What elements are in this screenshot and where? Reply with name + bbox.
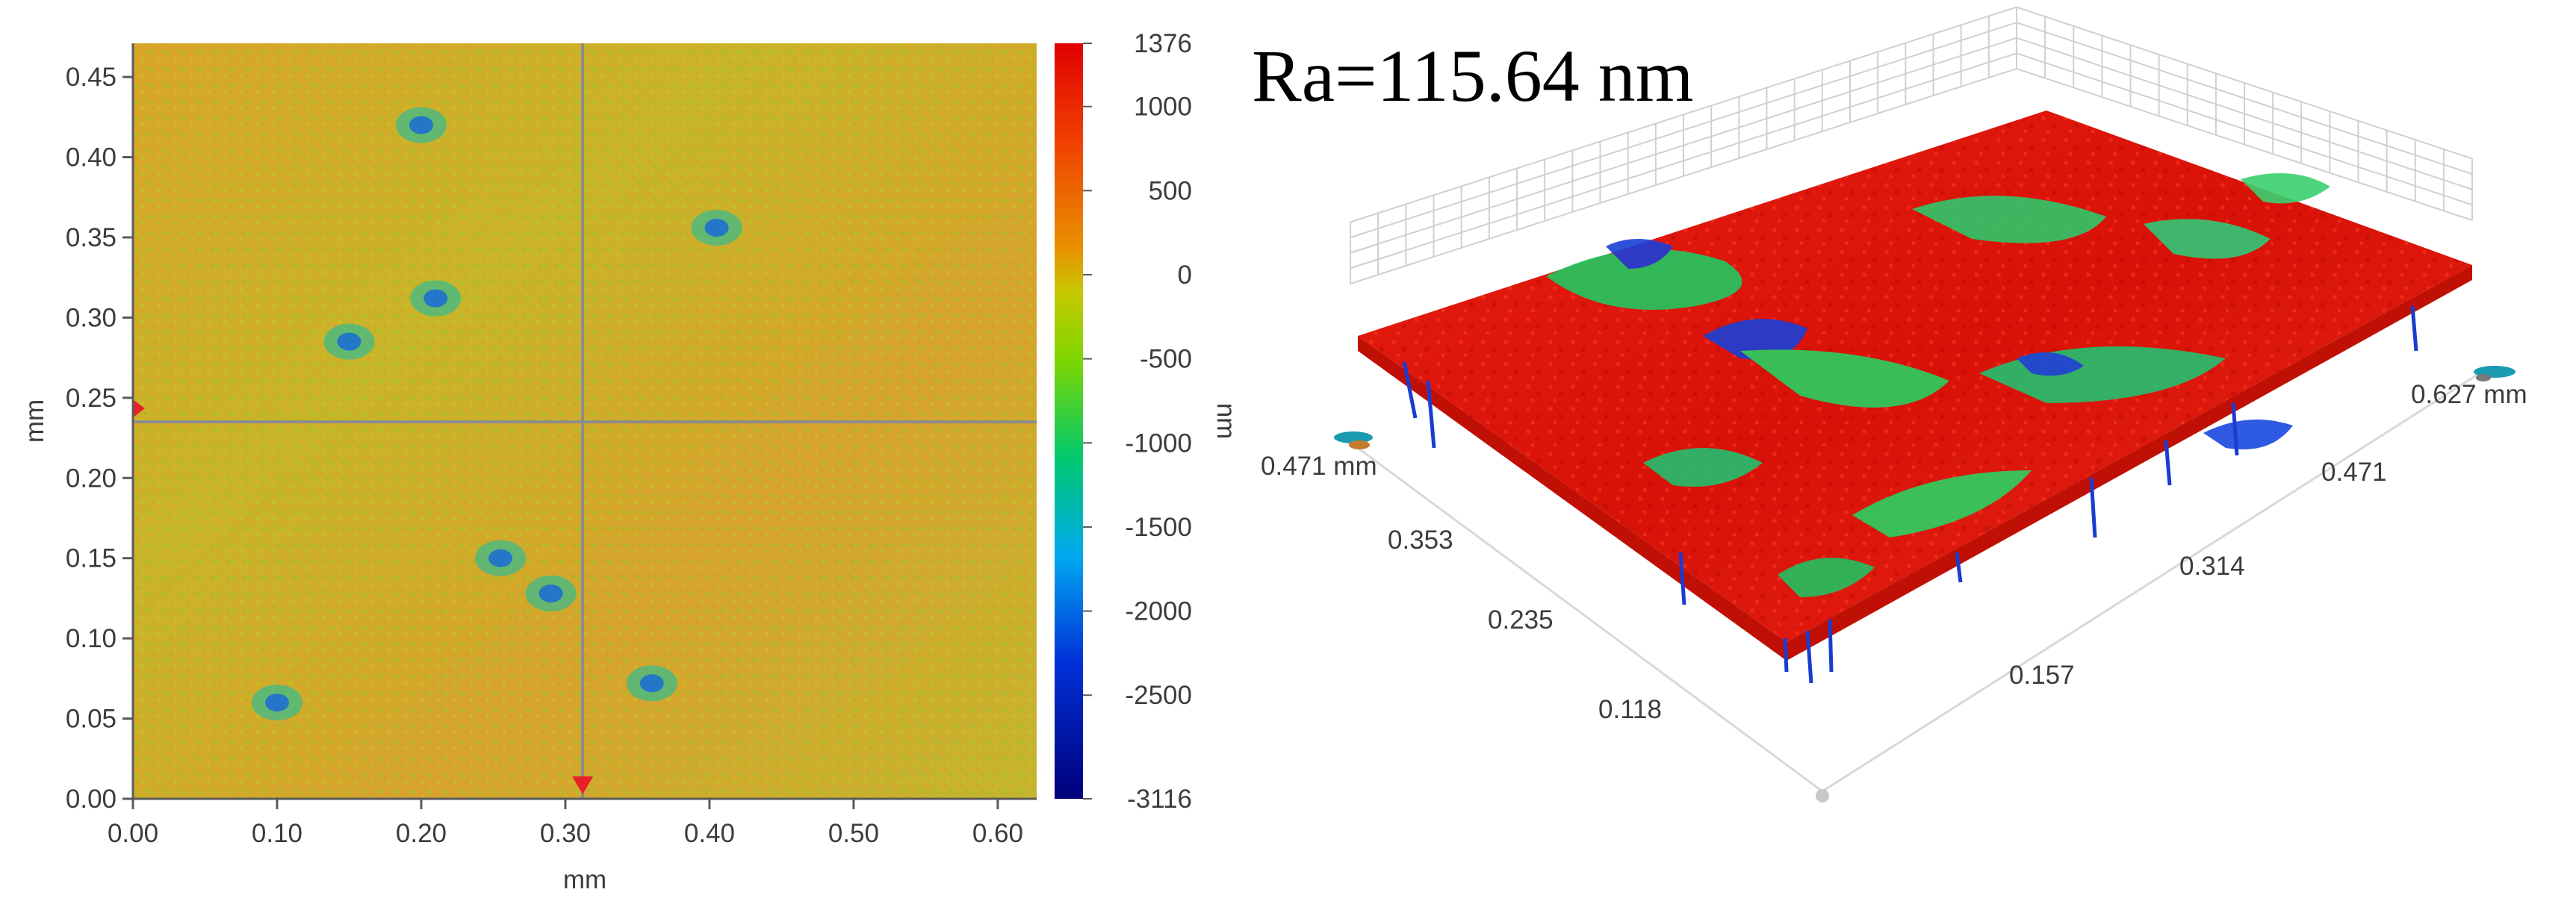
colorbar-tick-label: 500 bbox=[1149, 176, 1192, 205]
colorbar-tick-label: 1376 bbox=[1134, 29, 1192, 58]
grid-line bbox=[1350, 22, 2473, 239]
origin-marker bbox=[1816, 789, 1829, 803]
front-axis-left bbox=[1357, 446, 1823, 793]
y-tick-label: 0.25 bbox=[66, 384, 117, 413]
y-tick-label: 0.40 bbox=[66, 143, 117, 172]
grid-line bbox=[1350, 6, 2473, 223]
surface-3d: 0.471 mm 0.353 0.235 0.118 0.627 mm 0.471 0.31… bbox=[1261, 6, 2527, 803]
y-tick-label: 0.00 bbox=[66, 785, 117, 814]
y-tick-label: 0.20 bbox=[66, 464, 117, 493]
crosshair-marker-bottom[interactable] bbox=[572, 776, 594, 794]
bounding-box-grid bbox=[1350, 6, 2473, 284]
axis-right-end-label: 0.627 mm bbox=[2411, 380, 2527, 409]
colorbar-tick-label: -1500 bbox=[1125, 513, 1192, 542]
roughness-annotation: Ra=115.64 nm bbox=[1252, 34, 1694, 117]
x-tick-label: 0.40 bbox=[684, 819, 735, 848]
colorbar-tick-label: -1000 bbox=[1125, 429, 1192, 458]
surface-pit-core bbox=[409, 116, 433, 134]
axis-left-tick-label: 0.353 bbox=[1388, 526, 1453, 555]
surface-valleys bbox=[1546, 173, 2330, 597]
axis-right-tick-label: 0.471 bbox=[2321, 458, 2387, 487]
y-tick-label: 0.45 bbox=[66, 63, 117, 92]
surface-pit-core bbox=[337, 332, 361, 351]
x-tick-label: 0.20 bbox=[396, 819, 447, 848]
x-tick-label: 0.00 bbox=[108, 819, 158, 848]
axis-right-tick-label: 0.157 bbox=[2009, 661, 2075, 690]
y-tick-label: 0.05 bbox=[66, 705, 117, 734]
surface-side bbox=[1358, 265, 2472, 661]
colorbar-tick-label: 0 bbox=[1178, 261, 1192, 290]
grid-line bbox=[1350, 67, 2473, 284]
height-map: 0.00 0.10 0.20 0.30 0.40 0.50 0.60 0.00 0.05 0.1… bbox=[20, 43, 1037, 894]
surface-spikes bbox=[1402, 305, 2418, 684]
x-tick-label: 0.60 bbox=[972, 819, 1023, 848]
height-map-x-label: mm bbox=[563, 865, 606, 894]
colorbar-tick-label: -2500 bbox=[1125, 681, 1192, 710]
x-tick-label: 0.10 bbox=[252, 819, 302, 848]
x-tick-label: 0.30 bbox=[540, 819, 591, 848]
x-tick-label: 0.50 bbox=[828, 819, 879, 848]
colorbar-tick-label: -3116 bbox=[1127, 785, 1192, 814]
axis-left-tick-label: 0.118 bbox=[1598, 695, 1662, 724]
colorbar: 1376 1000 500 0 -500 -1000 -1500 -2000 -2500 -311… bbox=[1055, 29, 1241, 814]
grid-line bbox=[1350, 52, 2473, 269]
surface-pit-core bbox=[704, 219, 729, 237]
height-map-y-label: mm bbox=[20, 399, 49, 443]
rotate-handle-left[interactable] bbox=[1334, 431, 1373, 449]
axis-left-end-label: 0.471 mm bbox=[1261, 452, 1377, 481]
y-tick-label: 0.35 bbox=[66, 223, 117, 252]
crosshair-marker-left[interactable] bbox=[133, 399, 145, 418]
front-axis-right bbox=[1822, 372, 2480, 793]
surface-pit-core bbox=[423, 289, 448, 308]
grid-line bbox=[1350, 37, 2473, 254]
surface-pit-core bbox=[539, 584, 563, 602]
colorbar-tick-label: 1000 bbox=[1134, 93, 1192, 122]
y-tick-label: 0.30 bbox=[66, 303, 117, 332]
axis-right-tick-label: 0.314 bbox=[2179, 552, 2245, 581]
rotate-handle-right[interactable] bbox=[2474, 366, 2516, 381]
surface-pit-core bbox=[488, 549, 513, 567]
y-tick-label: 0.10 bbox=[66, 624, 117, 653]
colorbar-tick-label: -2000 bbox=[1125, 597, 1192, 626]
axis-left-tick-label: 0.235 bbox=[1488, 605, 1554, 635]
y-tick-label: 0.15 bbox=[66, 544, 117, 573]
colorbar-tick-label: -500 bbox=[1140, 345, 1192, 374]
colorbar-label: nm bbox=[1211, 403, 1241, 440]
colorbar-gradient bbox=[1055, 43, 1083, 799]
surface-pit-core bbox=[264, 694, 289, 712]
surface-pit-core bbox=[639, 674, 664, 693]
